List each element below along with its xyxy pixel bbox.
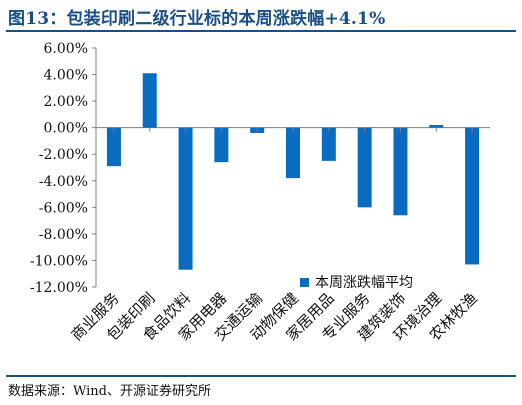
source-note: 数据来源：Wind、开源证券研究所 [8, 384, 211, 399]
y-tick-label: 0.00% [44, 121, 88, 137]
bar [429, 125, 444, 128]
legend-swatch [300, 278, 309, 287]
y-tick-label: 6.00% [44, 41, 88, 57]
y-tick-label: -2.00% [39, 147, 88, 163]
y-tick-label: 4.00% [44, 68, 88, 84]
y-tick-label: -4.00% [39, 174, 88, 190]
y-tick-label: -8.00% [39, 227, 88, 243]
title-divider [6, 30, 516, 32]
bar [357, 127, 372, 208]
bar-chart: 6.00% 4.00% 2.00% 0.00% -2.00% -4.00% -6.00% -8… [30, 41, 490, 344]
bar [465, 127, 480, 265]
bar [178, 127, 193, 270]
bar [393, 127, 408, 216]
bar [286, 127, 300, 179]
bar [106, 127, 121, 167]
y-tick-label: -6.00% [39, 200, 88, 216]
bar [142, 73, 157, 128]
legend-label: 本周涨跌幅平均 [315, 275, 413, 291]
source-divider [6, 375, 516, 377]
y-tick-label: -12.00% [30, 280, 88, 296]
bar [214, 127, 229, 163]
y-tick-label: 2.00% [44, 94, 88, 110]
bar [321, 127, 336, 161]
y-tick-label: -10.00% [30, 253, 88, 269]
figure-title: 图13：包装印刷二级行业标的本周涨跌幅+4.1% [8, 9, 386, 29]
